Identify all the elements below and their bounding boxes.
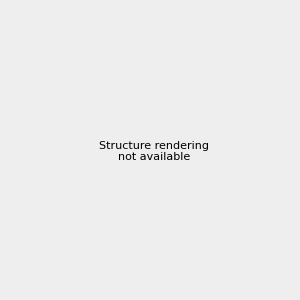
Text: Structure rendering
not available: Structure rendering not available [99,141,209,162]
